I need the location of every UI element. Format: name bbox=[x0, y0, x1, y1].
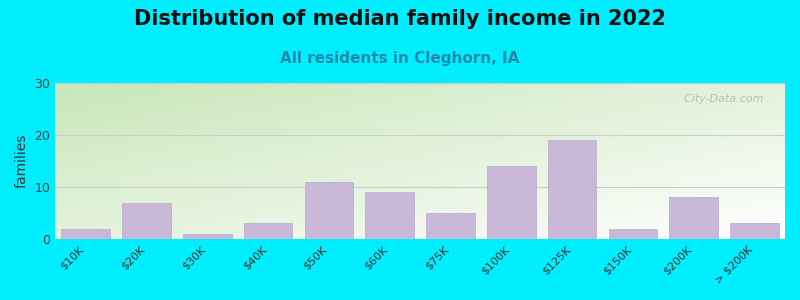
Bar bbox=[548, 140, 597, 239]
Bar bbox=[62, 229, 110, 239]
Bar bbox=[366, 192, 414, 239]
Bar bbox=[244, 224, 293, 239]
Bar bbox=[487, 166, 536, 239]
Bar bbox=[305, 182, 354, 239]
Text: Distribution of median family income in 2022: Distribution of median family income in … bbox=[134, 9, 666, 29]
Bar bbox=[426, 213, 475, 239]
Text: All residents in Cleghorn, IA: All residents in Cleghorn, IA bbox=[280, 51, 520, 66]
Bar bbox=[730, 224, 779, 239]
Bar bbox=[670, 197, 718, 239]
Bar bbox=[183, 234, 232, 239]
Bar bbox=[609, 229, 658, 239]
Y-axis label: families: families bbox=[15, 134, 29, 188]
Text: City-Data.com: City-Data.com bbox=[677, 94, 763, 104]
Bar bbox=[122, 202, 171, 239]
